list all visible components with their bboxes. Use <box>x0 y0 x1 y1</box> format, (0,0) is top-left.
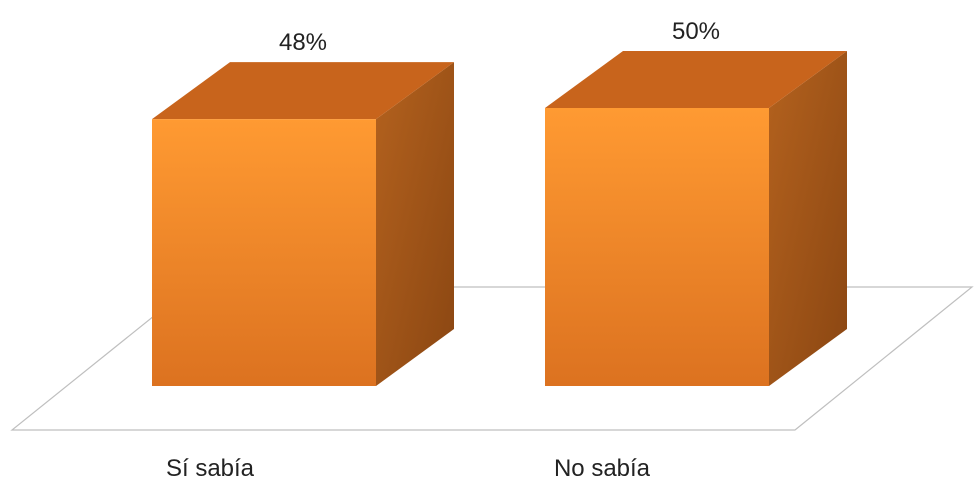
bar-series <box>152 51 847 387</box>
bar-top-face <box>545 51 847 108</box>
bar-side-face <box>769 51 847 386</box>
bar-front-face <box>152 119 376 387</box>
category-label-s-sab-a: Sí sabía <box>166 455 255 482</box>
bar-top-face <box>152 62 454 120</box>
bar-no-sab-a <box>545 51 847 386</box>
bar-s-sab-a <box>152 62 454 387</box>
data-label-no-sab-a: 50% <box>672 18 720 45</box>
bar-side-face <box>376 62 454 387</box>
bar-front-face <box>545 108 769 386</box>
data-label-s-sab-a: 48% <box>279 29 327 56</box>
label-layer: 48% Sí sabía 50% No sabía <box>166 18 720 482</box>
category-label-no-sab-a: No sabía <box>554 455 651 482</box>
